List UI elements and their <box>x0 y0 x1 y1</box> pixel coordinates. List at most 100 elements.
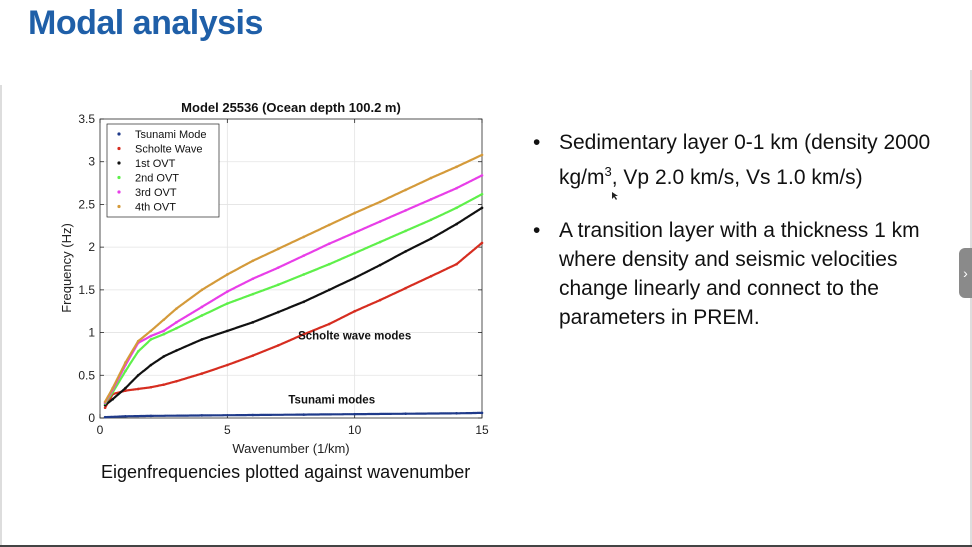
data-point <box>276 247 280 251</box>
legend-marker <box>117 161 121 165</box>
data-point <box>455 206 458 210</box>
data-point <box>200 314 204 317</box>
data-point <box>378 298 382 302</box>
data-point <box>353 211 356 215</box>
data-point <box>251 321 255 324</box>
data-point <box>226 363 229 367</box>
data-point <box>327 223 331 227</box>
bullet-superscript: 3 <box>604 164 612 179</box>
series-line <box>104 153 484 403</box>
data-point <box>302 300 306 304</box>
data-point <box>200 414 204 417</box>
legend-marker <box>117 132 121 136</box>
legend-label: 4th OVT <box>135 202 176 214</box>
legend-label: 2nd OVT <box>135 173 179 185</box>
data-point <box>136 350 140 353</box>
bottom-divider <box>0 545 972 547</box>
data-point <box>455 222 458 226</box>
next-slide-button[interactable]: › <box>959 248 972 298</box>
data-point <box>404 412 407 416</box>
chart-figure: 0 5 10 15 0 0.5 1 1.5 2 2.5 3 3.5 Model 25536 (Ocea… <box>55 95 505 457</box>
data-point <box>226 290 229 293</box>
data-point <box>149 329 153 333</box>
y-tick-label: 2 <box>88 240 95 254</box>
data-point <box>162 318 165 322</box>
legend-label: Tsunami Mode <box>135 129 207 141</box>
data-point <box>353 276 356 280</box>
data-point <box>149 414 153 418</box>
data-point <box>200 372 204 375</box>
data-point <box>200 338 204 341</box>
bullet-marker: • <box>533 131 541 154</box>
data-point <box>404 286 407 290</box>
data-point <box>327 288 331 292</box>
bullet-text: A transition layer with a thickness 1 km… <box>559 219 920 329</box>
series-tsunami-mode <box>103 411 484 419</box>
data-point <box>103 406 107 410</box>
data-point <box>200 288 204 292</box>
data-point <box>480 192 484 196</box>
series-4th-ovt <box>103 153 484 404</box>
data-point <box>455 412 458 415</box>
data-point <box>480 153 484 157</box>
data-point <box>111 397 115 401</box>
data-point <box>429 218 433 222</box>
legend-marker <box>117 204 121 209</box>
data-point <box>124 414 127 418</box>
data-point <box>327 322 331 326</box>
chart-annotations: Scholte wave modes Tsunami modes <box>288 330 411 406</box>
y-tick-label: 1.5 <box>78 283 95 297</box>
legend-label: 1st OVT <box>135 158 176 170</box>
data-point <box>162 383 165 386</box>
data-point <box>149 338 153 341</box>
x-tick-label: 10 <box>348 423 362 437</box>
data-point <box>276 310 280 314</box>
legend-marker <box>117 175 121 180</box>
data-point <box>429 198 433 201</box>
data-point <box>251 413 255 417</box>
data-point <box>378 240 382 244</box>
legend-marker <box>117 146 121 151</box>
data-point <box>480 174 484 177</box>
series-2nd-ovt <box>103 192 484 405</box>
data-point <box>200 305 204 309</box>
bullet-item-sediment: • Sedimentary layer 0-1 km (density 2000… <box>533 128 943 192</box>
data-point <box>124 369 127 373</box>
data-point <box>480 241 484 245</box>
bullet-text-part: , Vp 2.0 km/s, Vs 1.0 km/s) <box>611 166 863 189</box>
data-point <box>175 321 178 324</box>
y-tick-label: 3.5 <box>78 112 95 126</box>
legend-label: Scholte Wave <box>135 144 202 156</box>
data-point <box>302 273 306 276</box>
chart-ticks: 0 5 10 15 0 0.5 1 1.5 2 2.5 3 3.5 <box>78 112 489 437</box>
bullet-marker: • <box>533 219 541 242</box>
legend-label: 3rd OVT <box>135 187 177 199</box>
data-point <box>276 344 280 347</box>
legend-box <box>106 123 220 218</box>
bullet-item-transition: • A transition layer with a thickness 1 … <box>533 216 943 332</box>
y-tick-label: 0.5 <box>78 368 95 382</box>
data-point <box>103 400 107 404</box>
chart-annotation: Scholte wave modes <box>298 330 411 342</box>
y-tick-label: 2.5 <box>78 197 95 211</box>
data-point <box>353 412 356 416</box>
data-point <box>302 254 306 257</box>
data-point <box>251 259 255 263</box>
bullet-list: • Sedimentary layer 0-1 km (density 2000… <box>533 128 943 356</box>
chart-y-axis-label: Frequency (Hz) <box>59 223 74 313</box>
data-point <box>149 363 153 367</box>
chart-title: Model 25536 (Ocean depth 100.2 m) <box>181 100 401 115</box>
data-point <box>162 332 165 336</box>
y-tick-label: 0 <box>88 411 95 425</box>
data-point <box>302 332 306 336</box>
data-point <box>251 292 255 296</box>
series-1st-ovt <box>103 206 484 407</box>
data-point <box>404 209 407 212</box>
data-point <box>226 273 229 276</box>
data-point <box>455 262 458 266</box>
data-point <box>378 220 382 223</box>
data-point <box>455 186 458 190</box>
data-point <box>124 361 127 364</box>
data-point <box>480 411 484 415</box>
data-point <box>404 250 407 253</box>
